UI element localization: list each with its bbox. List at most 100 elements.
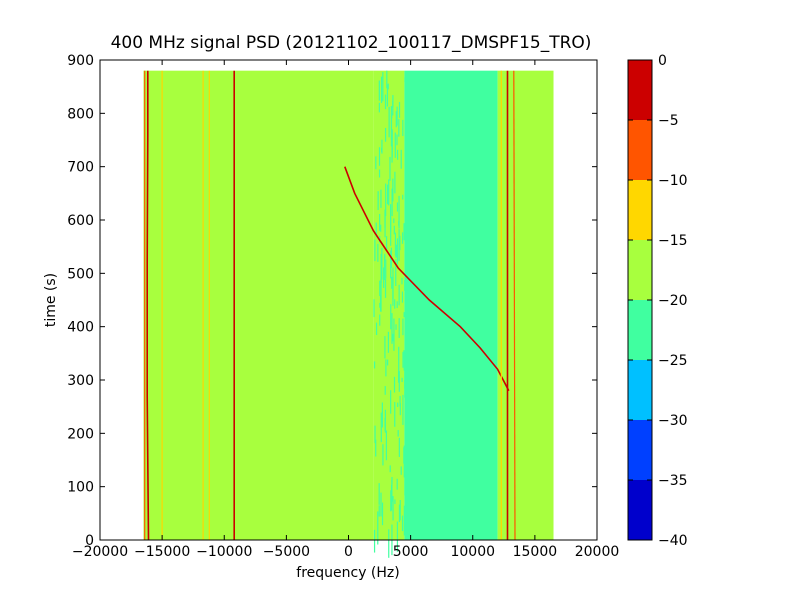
chart-title: 400 MHz signal PSD (20121102_100117_DMSP… — [111, 33, 592, 53]
heatmap-speckle — [391, 129, 393, 158]
colorbar-band — [628, 360, 652, 420]
heatmap-speckle — [385, 236, 388, 250]
heatmap-speckle — [382, 72, 384, 102]
heatmap-speckle — [403, 350, 405, 359]
heatmap-speckle — [384, 127, 387, 142]
heatmap-speckle — [387, 331, 390, 353]
heatmap-speckle — [398, 504, 401, 523]
colorbar-band — [628, 240, 652, 300]
y-axis: 0 100 200 300 400 500 600 700 800 900 — [67, 53, 597, 549]
heatmap-speckle — [384, 278, 387, 298]
heatmap-speckle — [390, 390, 392, 414]
heatmap-speckle — [394, 299, 396, 309]
heatmap-speckle — [399, 395, 401, 406]
colorbar-tick-label: −10 — [658, 173, 688, 189]
heatmap-speckle — [403, 356, 405, 371]
heatmap-speckle — [402, 119, 404, 137]
signal-trace-8 — [513, 70, 516, 541]
y-tick-label: 900 — [67, 53, 94, 69]
heatmap-speckle — [374, 239, 376, 262]
heatmap-speckle — [384, 94, 387, 110]
y-tick-label: 200 — [67, 426, 94, 442]
heatmap-speckle — [392, 100, 394, 116]
heatmap-speckle — [380, 189, 382, 208]
colorbar-band — [628, 180, 652, 240]
heatmap-speckle — [373, 361, 376, 369]
heatmap-speckle — [390, 250, 392, 279]
colorbar-tick-label: −40 — [658, 533, 688, 549]
heatmap-speckle — [375, 439, 377, 457]
y-tick-label: 100 — [67, 480, 94, 496]
heatmap-speckle — [378, 483, 380, 505]
heatmap-layer — [143, 70, 554, 558]
colorbar-tick-label: −35 — [658, 473, 688, 489]
heatmap-speckle — [392, 333, 394, 342]
x-tick-label: 5000 — [393, 544, 429, 560]
heatmap-region-0 — [143, 70, 374, 541]
heatmap-speckle — [403, 445, 405, 478]
heatmap-speckle — [399, 402, 401, 416]
heatmap-speckle — [396, 521, 399, 552]
heatmap-speckle — [391, 476, 393, 485]
heatmap-speckle — [396, 106, 398, 126]
heatmap-speckle — [392, 278, 394, 300]
heatmap-speckle — [386, 84, 389, 107]
heatmap-speckle — [392, 178, 394, 202]
heatmap-speckle — [398, 284, 400, 306]
heatmap-speckle — [400, 154, 402, 169]
heatmap-speckle — [390, 106, 393, 140]
colorbar-tick-label: −25 — [658, 353, 688, 369]
signal-trace-6 — [344, 166, 510, 392]
heatmap-speckle — [391, 276, 393, 289]
y-tick-label: 300 — [67, 373, 94, 389]
x-tick-label: −15000 — [134, 544, 190, 560]
heatmap-speckle — [385, 430, 387, 461]
heatmap-speckle — [395, 324, 397, 330]
x-tick-label: −10000 — [196, 544, 252, 560]
heatmap-speckle — [400, 149, 402, 155]
heatmap-speckle — [378, 505, 380, 517]
heatmap-speckle — [392, 267, 394, 279]
heatmap-speckle — [388, 106, 390, 138]
colorbar-band — [628, 60, 652, 120]
x-tick-label: 20000 — [575, 544, 620, 560]
x-axis: −20000 −15000 −10000 −5000 0 5000 10000 15000 20… — [72, 60, 619, 560]
heatmap-speckle — [395, 259, 397, 286]
x-axis-label: frequency (Hz) — [296, 565, 399, 581]
heatmap-speckle — [383, 267, 385, 288]
colorbar: −40 −35 −30 −25 −20 −15 −10 −5 0 — [627, 53, 688, 549]
heatmap-speckle — [389, 156, 391, 181]
heatmap-speckle — [386, 70, 388, 89]
heatmap-speckle — [386, 184, 389, 205]
heatmap-speckle — [402, 394, 404, 425]
heatmap-speckle — [400, 466, 402, 475]
heatmap-speckle — [378, 147, 381, 166]
heatmap-speckle — [384, 336, 386, 359]
heatmap-speckle — [381, 502, 384, 526]
x-tick-label: 10000 — [450, 544, 495, 560]
colorbar-band — [628, 480, 652, 540]
heatmap-speckle — [384, 409, 386, 433]
plot-area: −20000 −15000 −10000 −5000 0 5000 10000 15000 20… — [67, 53, 619, 560]
heatmap-speckle — [384, 253, 386, 259]
heatmap-speckle — [392, 496, 394, 521]
y-tick-label: 800 — [67, 106, 94, 122]
heatmap-speckle — [393, 318, 395, 351]
heatmap-speckle — [380, 412, 382, 443]
heatmap-speckle — [379, 280, 381, 297]
heatmap-speckle — [394, 499, 396, 505]
heatmap-speckle — [395, 244, 398, 258]
trace-layer — [144, 70, 516, 541]
heatmap-speckle — [396, 202, 399, 212]
heatmap-speckle — [378, 102, 380, 113]
colorbar-band — [628, 120, 652, 180]
heatmap-speckle — [394, 171, 396, 194]
heatmap-speckle — [403, 505, 405, 536]
heatmap-speckle — [402, 318, 404, 336]
heatmap-speckle — [383, 255, 386, 280]
heatmap-speckle — [393, 218, 395, 224]
x-tick-label: 0 — [344, 544, 353, 560]
heatmap-speckle — [394, 232, 397, 256]
heatmap-speckle — [384, 386, 386, 395]
